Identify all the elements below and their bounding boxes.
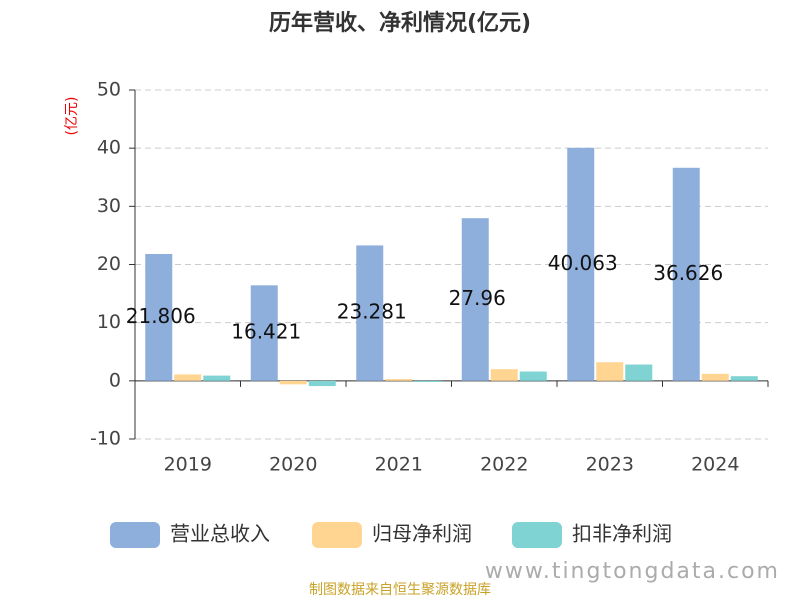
legend-swatch xyxy=(512,522,562,548)
source-note: 制图数据来自恒生聚源数据库 xyxy=(309,582,491,598)
x-tick-label: 2020 xyxy=(269,454,317,476)
x-tick-label: 2023 xyxy=(586,454,634,476)
chart-title: 历年营收、净利情况(亿元) xyxy=(269,10,531,36)
bar xyxy=(203,375,231,381)
bar xyxy=(461,218,489,381)
data-label: 40.063 xyxy=(548,251,618,275)
bar xyxy=(701,373,729,381)
bar xyxy=(385,379,413,381)
legend-label: 归母净利润 xyxy=(372,522,472,546)
data-label: 27.96 xyxy=(449,286,506,310)
bar xyxy=(672,167,700,381)
y-axis-label: (亿元) xyxy=(64,97,80,136)
data-label: 16.421 xyxy=(231,320,301,344)
x-tick-label: 2022 xyxy=(480,454,528,476)
bar xyxy=(145,253,173,381)
x-tick-label: 2019 xyxy=(164,454,212,476)
watermark: www.tingtongdata.com xyxy=(485,559,780,584)
data-label: 36.626 xyxy=(653,261,723,285)
bar xyxy=(596,362,624,381)
x-tick-label: 2024 xyxy=(691,454,739,476)
bar xyxy=(279,380,307,385)
legend-swatch xyxy=(110,522,160,548)
y-tick-label: -10 xyxy=(90,428,121,450)
legend-swatch xyxy=(312,522,362,548)
y-tick-label: 10 xyxy=(97,311,121,333)
y-tick-label: 0 xyxy=(109,369,121,391)
data-label: 23.281 xyxy=(337,300,407,324)
y-tick-label: 20 xyxy=(97,253,121,275)
bar xyxy=(174,374,202,381)
data-label: 21.806 xyxy=(126,304,196,328)
bar xyxy=(490,369,518,381)
y-tick-label: 50 xyxy=(97,79,121,101)
legend-label: 营业总收入 xyxy=(170,522,270,546)
bar xyxy=(519,371,547,381)
legend-label: 扣非净利润 xyxy=(572,522,672,546)
bar xyxy=(250,285,278,381)
x-tick-label: 2021 xyxy=(375,454,423,476)
bar xyxy=(414,380,442,382)
bar xyxy=(356,245,384,381)
bar xyxy=(308,380,336,387)
bar xyxy=(730,376,758,381)
y-tick-label: 30 xyxy=(97,195,121,217)
bar xyxy=(625,364,653,381)
bar xyxy=(567,147,595,381)
y-tick-label: 40 xyxy=(97,137,121,159)
